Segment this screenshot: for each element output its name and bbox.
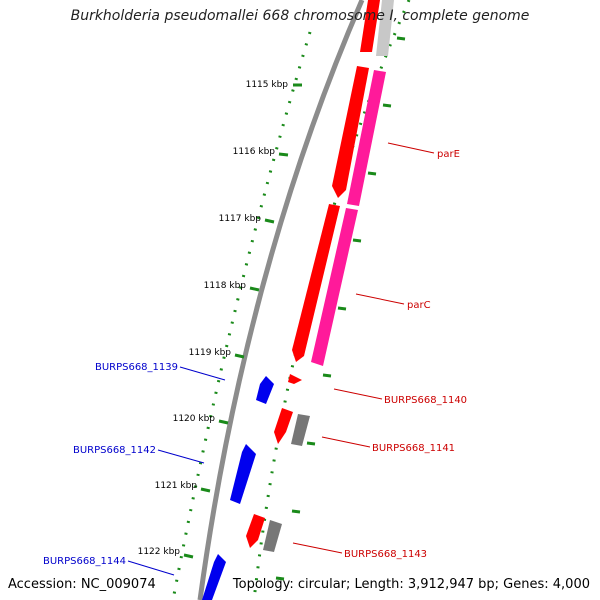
gene-label-parE[interactable]: parE: [437, 149, 460, 160]
gene-label-BURPS668_1139[interactable]: BURPS668_1139: [95, 362, 178, 373]
gene-shape-BURPS668_1141[interactable]: [274, 408, 293, 444]
tick-label: 1117 kbp: [219, 214, 262, 224]
reverse-strand-genes: [202, 376, 274, 600]
gene-shape-parC-homolog[interactable]: [311, 208, 358, 366]
inner-dotted-ring: [171, 31, 312, 600]
gene-shape-BURPS668_1140[interactable]: [288, 374, 302, 384]
chromosome-backbone: [197, 0, 365, 600]
tick-label: 1115 kbp: [246, 80, 289, 90]
gene-shape-top-gray[interactable]: [376, 0, 394, 56]
gene-shape-BURPS668_1139[interactable]: [256, 376, 274, 404]
gene-label-BURPS668_1141[interactable]: BURPS668_1141: [372, 443, 455, 454]
kbp-ticks: 1115 kbp 1116 kbp 1117 kbp 1118 kbp 1119…: [138, 80, 302, 559]
gene-shape-parE-homolog[interactable]: [347, 70, 386, 206]
gene-shape-parC[interactable]: [292, 204, 340, 362]
gene-shape-top-red[interactable]: [360, 0, 380, 52]
gene-label-BURPS668_1142[interactable]: BURPS668_1142: [73, 445, 156, 456]
tick-label: 1116 kbp: [233, 147, 276, 157]
tick-mark: [218, 419, 229, 425]
tick-mark: [249, 286, 260, 292]
accession-text: Accession: NC_009074: [8, 577, 156, 592]
gene-label-parC[interactable]: parC: [407, 300, 431, 311]
tick-label: 1122 kbp: [138, 547, 181, 557]
gene-label-BURPS668_1140[interactable]: BURPS668_1140: [384, 395, 467, 406]
gene-shape-parE[interactable]: [332, 66, 369, 198]
tick-mark: [234, 353, 245, 359]
tick-label: 1118 kbp: [204, 281, 247, 291]
tick-mark: [278, 152, 289, 157]
tick-mark: [200, 487, 211, 493]
gene-shape-BURPS668_1143[interactable]: [246, 514, 265, 548]
tick-label: 1120 kbp: [173, 414, 216, 424]
gene-shape-BURPS668_1141-gray[interactable]: [291, 414, 310, 446]
gene-label-BURPS668_1143[interactable]: BURPS668_1143: [344, 549, 427, 560]
map-title: Burkholderia pseudomallei 668 chromosome…: [70, 8, 530, 24]
gene-label-BURPS668_1144[interactable]: BURPS668_1144: [43, 556, 126, 567]
gene-shape-BURPS668_1142[interactable]: [230, 444, 256, 504]
forward-strand-genes: [246, 0, 394, 552]
label-leaders: [127, 142, 435, 576]
gene-shape-BURPS668_1144[interactable]: [202, 554, 226, 600]
tick-label: 1119 kbp: [189, 348, 232, 358]
gene-shape-BURPS668_1143-gray[interactable]: [263, 520, 282, 552]
tick-mark: [183, 553, 194, 559]
tick-label: 1121 kbp: [155, 481, 198, 491]
outer-ring-marks: [275, 36, 406, 581]
gene-labels: parE parC BURPS668_1140 BURPS668_1141 BU…: [43, 149, 467, 567]
genome-summary-text: Topology: circular; Length: 3,912,947 bp…: [232, 577, 590, 592]
tick-mark: [264, 218, 275, 224]
